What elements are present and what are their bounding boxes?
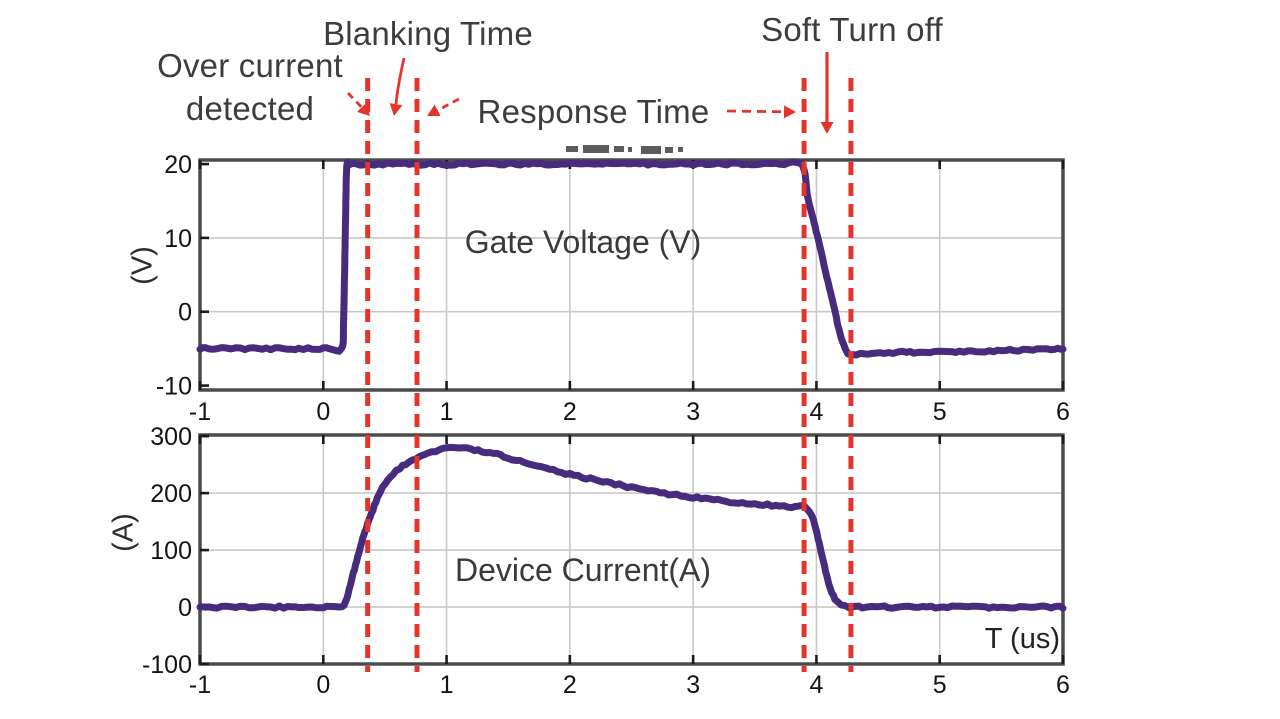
artifact-mark bbox=[628, 147, 632, 152]
x-tick-label: 3 bbox=[686, 398, 700, 426]
artifact-mark bbox=[641, 146, 661, 154]
x-tick-label: 6 bbox=[1056, 398, 1070, 426]
y-tick-label: 200 bbox=[150, 480, 192, 508]
current-axis-label: (A) bbox=[107, 513, 140, 552]
x-tick-label: 6 bbox=[1056, 671, 1070, 699]
y-tick-label: 20 bbox=[164, 151, 192, 179]
arrow-line bbox=[436, 97, 460, 112]
over-current-label: Over current detected bbox=[128, 44, 372, 130]
device_current-trace bbox=[196, 443, 1067, 612]
event-dashed-lines bbox=[365, 78, 854, 672]
y-tick-label: 10 bbox=[164, 225, 192, 253]
over-current-line1: Over current bbox=[157, 47, 343, 84]
arrow-line bbox=[394, 57, 406, 105]
arrow-head bbox=[389, 103, 403, 116]
x-tick-label: 1 bbox=[440, 398, 454, 426]
device-current-label: Device Current(A) bbox=[454, 552, 712, 588]
artifact-mark bbox=[665, 147, 673, 153]
axis-border bbox=[198, 158, 1065, 392]
x-tick-label: -1 bbox=[189, 671, 211, 699]
x-tick-label: 0 bbox=[316, 398, 330, 426]
y-tick-label: 100 bbox=[150, 537, 192, 565]
x-tick-label: 2 bbox=[563, 671, 577, 699]
gate_voltage-trace bbox=[196, 158, 1067, 359]
tick-marks bbox=[198, 160, 1065, 390]
y-tick-label: 300 bbox=[150, 423, 192, 451]
x-tick-label: 1 bbox=[440, 671, 454, 699]
arrow-head bbox=[357, 102, 370, 116]
response-time-label: Response Time bbox=[477, 93, 710, 130]
artifact-marks bbox=[566, 145, 683, 154]
x-tick-label: 3 bbox=[686, 671, 700, 699]
arrow-line bbox=[726, 109, 785, 114]
grid bbox=[200, 435, 1063, 664]
x-tick-label: 0 bbox=[316, 671, 330, 699]
artifact-mark bbox=[566, 146, 578, 152]
artifact-mark bbox=[614, 146, 624, 152]
voltage-axis-label: (V) bbox=[126, 246, 159, 285]
x-tick-label: 5 bbox=[933, 398, 947, 426]
time-axis-label: T (us) bbox=[984, 623, 1060, 655]
y-tick-label: 0 bbox=[178, 594, 192, 622]
x-tick-label: 4 bbox=[809, 398, 823, 426]
x-tick-label: 5 bbox=[933, 671, 947, 699]
soft-turn-off-label: Soft Turn off bbox=[761, 11, 943, 48]
arrow-head bbox=[783, 105, 796, 119]
artifact-mark bbox=[678, 147, 683, 152]
artifact-mark bbox=[583, 145, 609, 153]
arrow-head bbox=[427, 104, 441, 117]
y-tick-label: 0 bbox=[178, 299, 192, 327]
grid bbox=[200, 160, 1063, 390]
chart-device-current: 300 200 100 0 -100-1 0 1 2 3 4 5 6 bbox=[142, 423, 1070, 699]
gate-voltage-label: Gate Voltage (V) bbox=[464, 224, 702, 260]
y-tick-label: -100 bbox=[142, 651, 192, 679]
x-tick-label: 2 bbox=[563, 398, 577, 426]
x-tick-label: 4 bbox=[809, 671, 823, 699]
arrow-head bbox=[820, 122, 834, 134]
x-tick-label: -1 bbox=[189, 398, 211, 426]
blanking-time-label: Blanking Time bbox=[323, 15, 533, 52]
tick-labels: 300 200 100 0 -100-1 0 1 2 3 4 5 6 bbox=[142, 423, 1070, 699]
y-tick-label: -10 bbox=[156, 373, 192, 401]
annotation-arrows bbox=[346, 52, 834, 134]
arrow-line bbox=[346, 92, 363, 109]
over-current-line2: detected bbox=[185, 90, 315, 127]
